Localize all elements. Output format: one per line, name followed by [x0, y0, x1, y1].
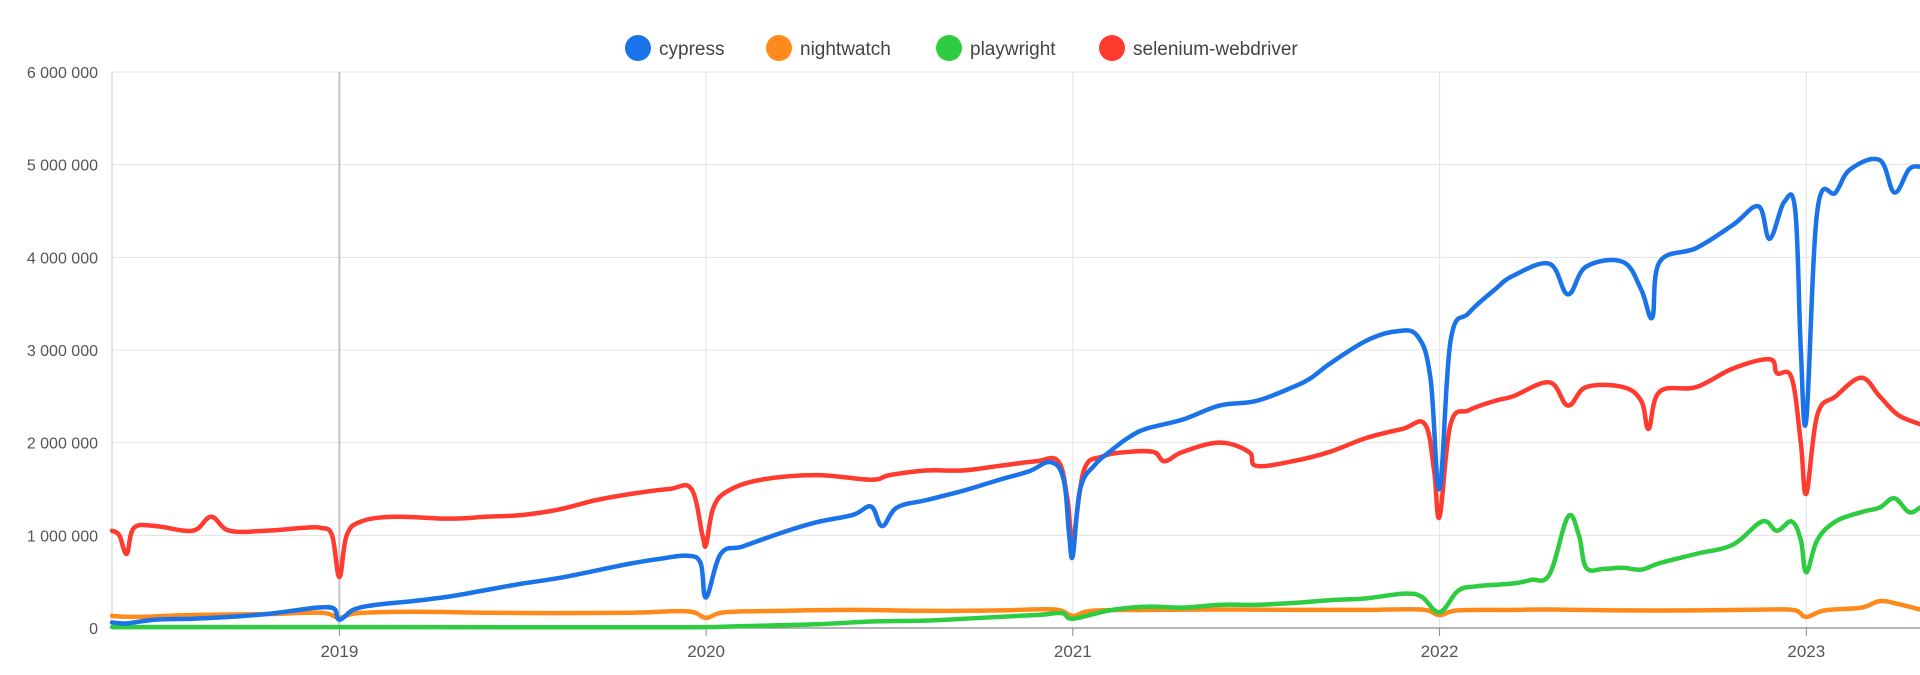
legend-marker-playwright [936, 35, 962, 61]
series-line-selenium-webdriver[interactable] [109, 356, 1920, 580]
y-tick-label: 3 000 000 [27, 343, 98, 360]
x-tick-label: 2020 [687, 642, 725, 661]
y-tick-label: 0 [89, 621, 98, 638]
y-tick-label: 5 000 000 [27, 158, 98, 175]
series [109, 156, 1920, 630]
y-tick-label: 1 000 000 [27, 528, 98, 545]
legend-item-cypress[interactable]: cypress [625, 35, 724, 61]
y-tick-label: 2 000 000 [27, 436, 98, 453]
legend-item-selenium-webdriver[interactable]: selenium-webdriver [1099, 35, 1298, 61]
legend-marker-cypress [625, 35, 651, 61]
grid [112, 71, 1920, 628]
series-line-nightwatch[interactable] [109, 598, 1920, 621]
legend-label-selenium-webdriver: selenium-webdriver [1133, 39, 1298, 60]
legend: cypress nightwatch playwright selenium-w… [625, 35, 1298, 61]
series-line-cypress[interactable] [109, 156, 1920, 626]
x-tick-label: 2023 [1787, 642, 1825, 661]
y-tick-label: 4 000 000 [27, 250, 98, 267]
legend-item-playwright[interactable]: playwright [936, 35, 1056, 61]
y-tick-label: 6 000 000 [27, 65, 98, 82]
legend-label-playwright: playwright [970, 39, 1056, 60]
series-line-playwright[interactable] [109, 496, 1920, 630]
legend-marker-selenium-webdriver [1099, 35, 1125, 61]
legend-item-nightwatch[interactable]: nightwatch [766, 35, 891, 61]
legend-label-nightwatch: nightwatch [800, 39, 891, 60]
x-tick-label: 2022 [1421, 642, 1459, 661]
legend-label-cypress: cypress [659, 39, 724, 60]
legend-marker-nightwatch [766, 35, 792, 61]
x-tick-label: 2019 [320, 642, 358, 661]
x-tick-label: 2021 [1054, 642, 1092, 661]
axes: 0 1 000 000 2 000 000 3 000 000 4 000 000 5 0… [27, 65, 1920, 661]
